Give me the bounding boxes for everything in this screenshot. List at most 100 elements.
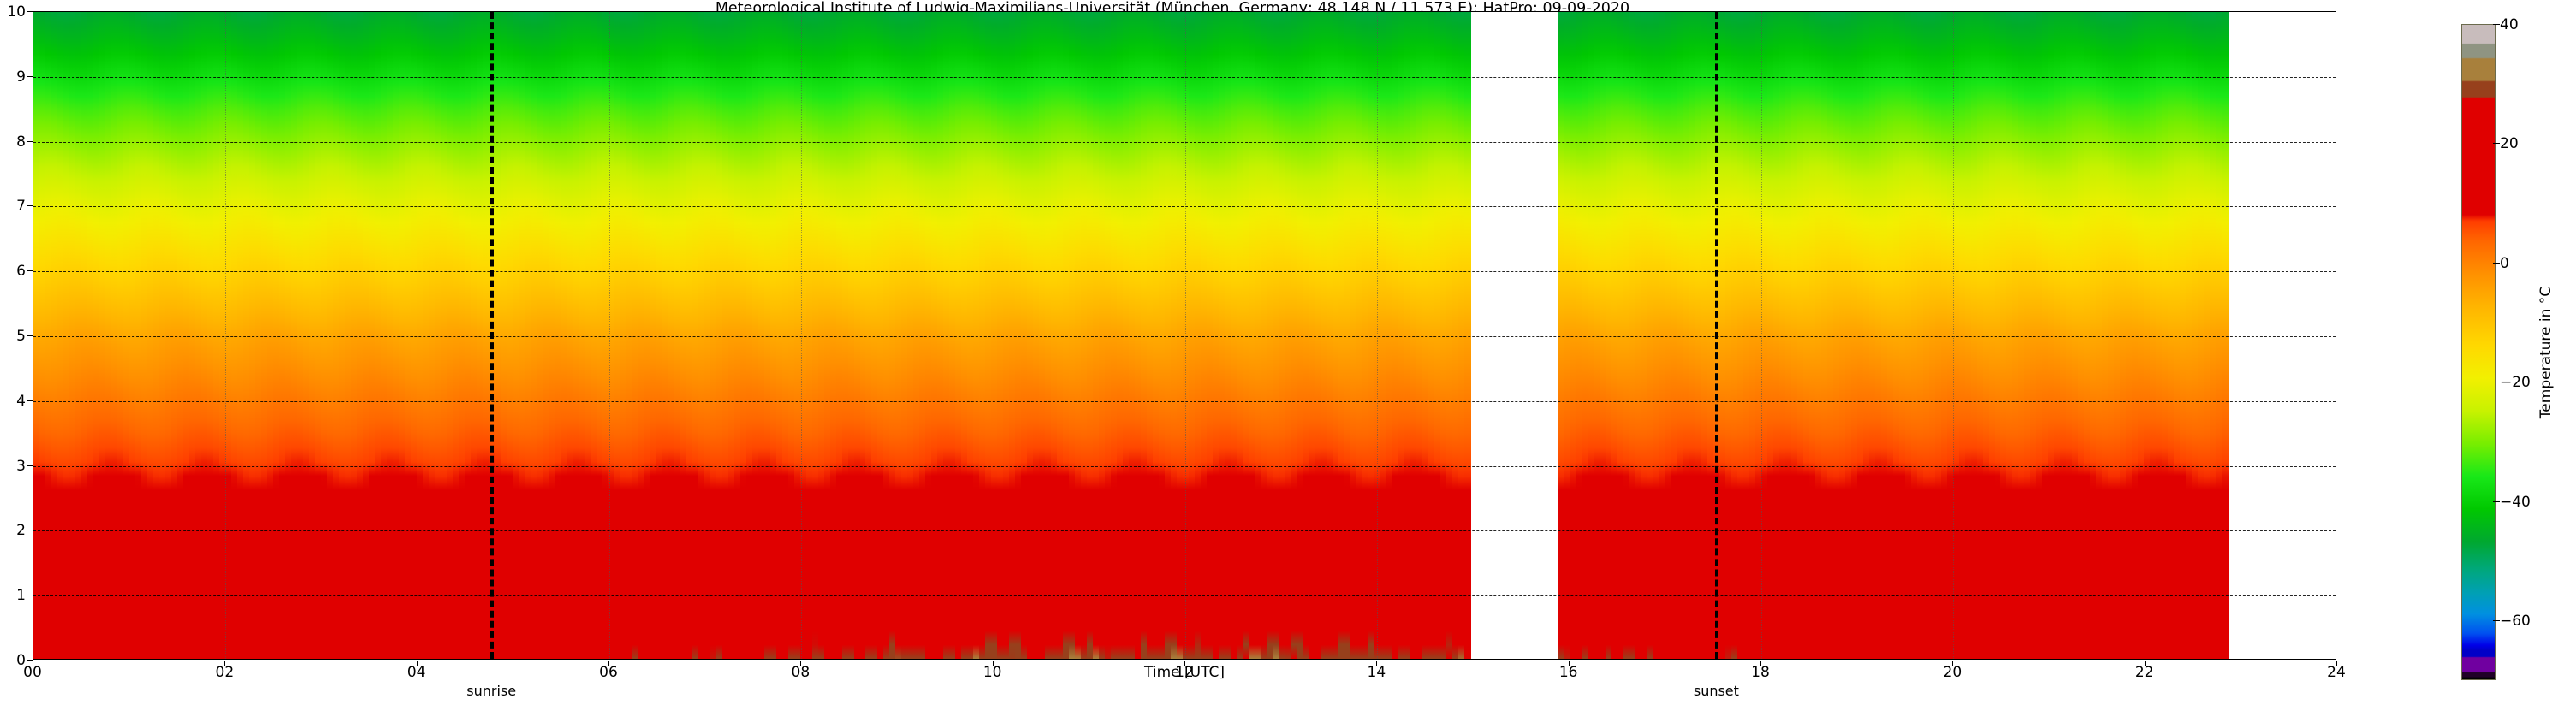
- temperature-column: [1868, 12, 1876, 659]
- temperature-column: [1970, 12, 1978, 659]
- temperature-column: [1111, 12, 1118, 659]
- temperature-column: [398, 12, 406, 659]
- temperature-column: [2138, 12, 2145, 659]
- temperature-column: [1558, 12, 1564, 659]
- temperature-column: [1976, 12, 1984, 659]
- temperature-column: [2114, 12, 2121, 659]
- temperature-column: [2156, 12, 2163, 659]
- gridline-horizontal: [33, 530, 2336, 532]
- x-tick-label: 00: [23, 664, 42, 681]
- temperature-column: [931, 12, 939, 659]
- x-tick-mark: [608, 661, 609, 666]
- temperature-column: [1683, 12, 1690, 659]
- temperature-column: [1862, 12, 1870, 659]
- temperature-column: [787, 12, 795, 659]
- temperature-column: [1398, 12, 1405, 659]
- x-tick-label: 02: [215, 664, 234, 681]
- temperature-column: [1784, 12, 1792, 659]
- sunline-sunset: [1715, 12, 1719, 659]
- temperature-column: [1386, 12, 1393, 659]
- temperature-column: [1356, 12, 1363, 659]
- temperature-column: [1856, 12, 1864, 659]
- temperature-column: [560, 12, 567, 659]
- temperature-column: [1988, 12, 1996, 659]
- y-tick-mark: [27, 11, 33, 12]
- temperature-column: [1464, 12, 1471, 659]
- temperature-column: [668, 12, 675, 659]
- gridline-vertical: [225, 12, 227, 659]
- temperature-column: [2078, 12, 2085, 659]
- temperature-column: [997, 12, 1004, 659]
- temperature-column: [1629, 12, 1636, 659]
- x-tick-label: 22: [2134, 664, 2154, 681]
- temperature-column: [362, 12, 370, 659]
- temperature-column: [482, 12, 490, 659]
- temperature-column: [518, 12, 525, 659]
- temperature-column: [1297, 12, 1303, 659]
- temperature-column: [865, 12, 873, 659]
- temperature-column: [212, 12, 220, 659]
- temperature-column: [278, 12, 286, 659]
- gridline-horizontal: [33, 336, 2336, 337]
- temperature-column: [410, 12, 418, 659]
- temperature-column: [242, 12, 250, 659]
- temperature-column: [428, 12, 436, 659]
- temperature-column: [350, 12, 358, 659]
- temperature-column: [835, 12, 843, 659]
- temperature-column: [1309, 12, 1315, 659]
- temperature-column: [206, 12, 214, 659]
- temperature-column: [404, 12, 412, 659]
- temperature-column: [1671, 12, 1678, 659]
- x-tick-label: 10: [982, 664, 1002, 681]
- temperature-column: [1338, 12, 1345, 659]
- x-tick-label: 16: [1558, 664, 1578, 681]
- temperature-column: [1380, 12, 1387, 659]
- temperature-column: [248, 12, 256, 659]
- temperature-column: [2042, 12, 2049, 659]
- temperature-column: [62, 12, 70, 659]
- temperature-column: [1261, 12, 1267, 659]
- temperature-column: [176, 12, 184, 659]
- temperature-column: [1153, 12, 1160, 659]
- x-tick-mark: [1568, 661, 1570, 666]
- temperature-column: [194, 12, 202, 659]
- temperature-column: [1327, 12, 1333, 659]
- temperature-column: [883, 12, 891, 659]
- gridline-horizontal: [33, 465, 2336, 467]
- temperature-column: [1045, 12, 1052, 659]
- temperature-column: [1695, 12, 1702, 659]
- temperature-column: [2096, 12, 2103, 659]
- colorbar-gradient: [2462, 25, 2495, 679]
- colorbar-tick-label: 0: [2500, 254, 2509, 272]
- temperature-column: [332, 12, 340, 659]
- temperature-column: [2036, 12, 2043, 659]
- colorbar-tick-mark: [2493, 24, 2500, 25]
- temperature-column: [1159, 12, 1166, 659]
- y-tick-label: 6: [16, 263, 26, 281]
- temperature-column: [56, 12, 64, 659]
- temperature-column: [530, 12, 537, 659]
- temperature-column: [122, 12, 130, 659]
- temperature-column: [1033, 12, 1040, 659]
- temperature-column: [1641, 12, 1648, 659]
- plot-area[interactable]: [33, 11, 2336, 660]
- temperature-column: [967, 12, 975, 659]
- temperature-column: [128, 12, 136, 659]
- temperature-column: [80, 12, 88, 659]
- colorbar-tick-label: −20: [2500, 374, 2531, 392]
- y-tick-label: 1: [16, 587, 26, 605]
- temperature-column: [548, 12, 555, 659]
- temperature-column: [769, 12, 777, 659]
- temperature-column: [1874, 12, 1882, 659]
- colorbar[interactable]: [2461, 24, 2496, 680]
- temperature-column: [1428, 12, 1435, 659]
- temperature-column: [1021, 12, 1028, 659]
- temperature-column: [302, 12, 310, 659]
- temperature-column: [512, 12, 519, 659]
- temperature-column: [1724, 12, 1732, 659]
- temperature-column: [650, 12, 657, 659]
- temperature-column: [889, 12, 897, 659]
- x-tick-label: 24: [2327, 664, 2346, 681]
- x-tick-label: 20: [1943, 664, 1962, 681]
- colorbar-tick-label: 40: [2500, 16, 2519, 33]
